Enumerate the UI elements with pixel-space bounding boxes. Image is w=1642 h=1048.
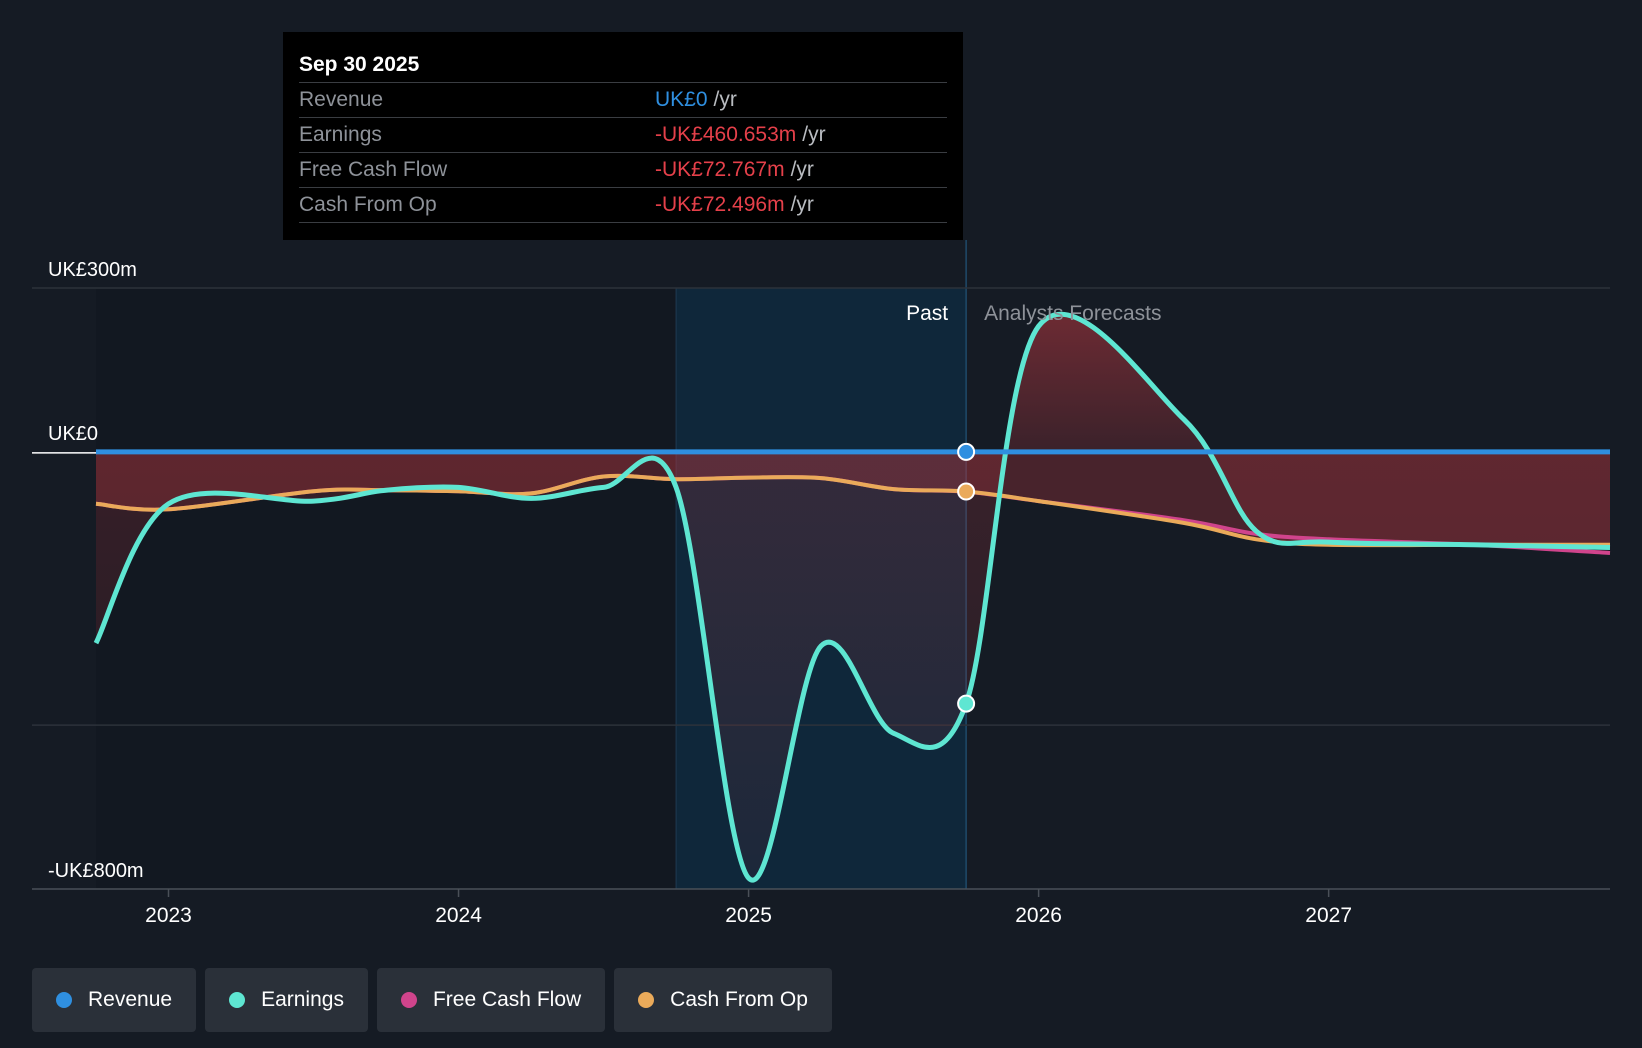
tooltip-unit: /yr xyxy=(802,123,826,146)
legend-label: Free Cash Flow xyxy=(432,988,582,1011)
legend-dot-icon xyxy=(400,992,417,1008)
earnings-area xyxy=(96,314,1610,881)
tooltip-value: UK£0 xyxy=(655,88,708,111)
tooltip-label: Revenue xyxy=(299,88,384,111)
legend-item-earnings[interactable]: Earnings xyxy=(205,968,368,1032)
legend-dot-icon xyxy=(56,992,72,1008)
legend-item-free-cash-flow[interactable]: Free Cash Flow xyxy=(376,968,606,1032)
tooltip-value: -UK£460.653m xyxy=(655,123,797,146)
tooltip-row-earnings: Earnings -UK£460.653m/yr xyxy=(299,117,947,152)
tooltip-label: Free Cash Flow xyxy=(299,158,448,181)
x-tick-label: 2023 xyxy=(145,904,192,927)
y-tick-label: UK£0 xyxy=(48,423,98,445)
x-tick-label: 2024 xyxy=(435,904,482,927)
data-tooltip: Sep 30 2025 Revenue UK£0/yr Earnings -UK… xyxy=(283,32,963,240)
legend-item-cash-from-op[interactable]: Cash From Op xyxy=(614,968,832,1032)
tooltip-unit: /yr xyxy=(790,158,814,181)
tooltip-unit: /yr xyxy=(790,193,814,216)
x-tick-label: 2027 xyxy=(1305,904,1352,927)
past-label: Past xyxy=(906,302,948,325)
tooltip-label: Cash From Op xyxy=(299,193,437,216)
chart-legend: Revenue Earnings Free Cash Flow Cash Fro… xyxy=(32,968,832,1032)
marker-earnings xyxy=(957,694,976,713)
legend-label: Cash From Op xyxy=(670,988,808,1011)
tooltip-value: -UK£72.496m xyxy=(655,193,785,216)
legend-label: Earnings xyxy=(261,988,344,1011)
tooltip-unit: /yr xyxy=(713,88,737,111)
tooltip-row-cash-from-op: Cash From Op -UK£72.496m/yr xyxy=(299,187,947,223)
series-line-earnings xyxy=(93,311,1611,883)
tooltip-value: -UK£72.767m xyxy=(655,158,785,181)
legend-item-revenue[interactable]: Revenue xyxy=(32,968,197,1032)
y-tick-label: UK£300m xyxy=(48,259,137,281)
tooltip-row-free-cash-flow: Free Cash Flow -UK£72.767m/yr xyxy=(299,152,947,187)
marker-cash-from-op xyxy=(957,482,976,501)
tooltip-date: Sep 30 2025 xyxy=(299,53,420,76)
legend-dot-icon xyxy=(638,992,655,1008)
tooltip-label: Earnings xyxy=(299,123,382,146)
forecast-label: Analysts Forecasts xyxy=(984,302,1161,325)
tooltip-row-revenue: Revenue UK£0/yr xyxy=(299,82,947,117)
x-tick-label: 2026 xyxy=(1015,904,1062,927)
y-tick-label: -UK£800m xyxy=(48,860,144,882)
legend-dot-icon xyxy=(229,992,246,1008)
x-tick-label: 2025 xyxy=(725,904,772,927)
legend-label: Revenue xyxy=(88,988,173,1011)
marker-revenue xyxy=(957,442,976,461)
